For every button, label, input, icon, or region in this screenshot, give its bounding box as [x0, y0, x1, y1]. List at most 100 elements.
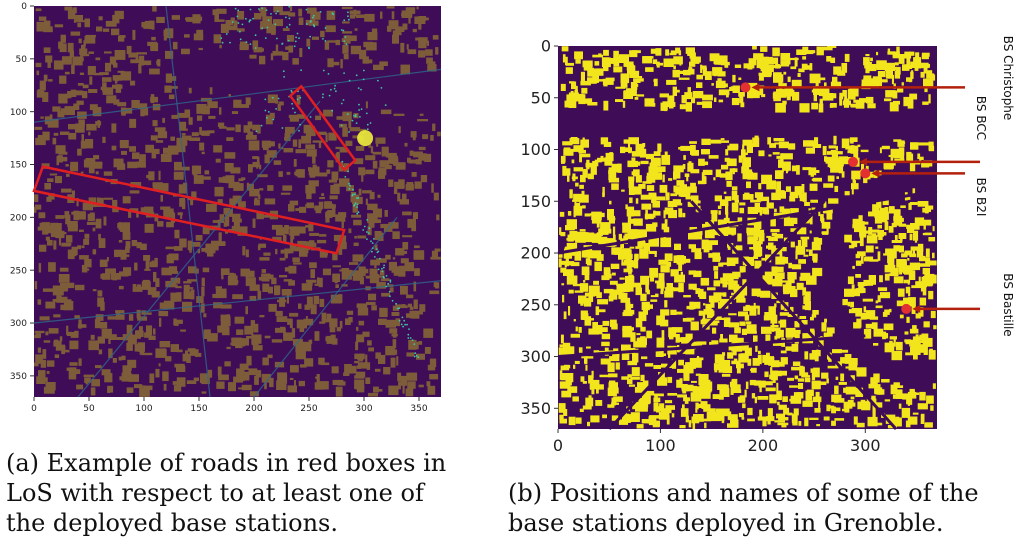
building-block [630, 412, 640, 422]
building-block [397, 192, 401, 202]
building-block [660, 237, 672, 248]
building-block [136, 210, 139, 218]
building-block [678, 50, 682, 56]
y-tick-label: 100 [10, 108, 27, 118]
building-block [739, 202, 746, 206]
lidar-point [357, 211, 360, 214]
building-block [722, 366, 733, 373]
map-b-plot-area [557, 46, 938, 431]
building-block [575, 198, 583, 202]
building-block [68, 369, 77, 380]
building-block [865, 65, 870, 74]
building-block [282, 185, 293, 191]
building-block [779, 191, 786, 199]
building-block [827, 175, 835, 182]
building-block [771, 357, 775, 363]
building-block [600, 155, 604, 160]
building-block [183, 281, 192, 284]
building-block [153, 328, 156, 335]
building-block [408, 15, 411, 24]
building-block [392, 305, 400, 311]
building-block [653, 151, 661, 157]
building-block [913, 57, 921, 65]
building-block [154, 127, 166, 132]
building-block [628, 187, 635, 195]
building-block [249, 188, 260, 197]
building-block [130, 59, 140, 64]
building-block [735, 245, 743, 251]
building-block [391, 25, 397, 30]
building-block [279, 297, 286, 307]
building-block [71, 211, 81, 215]
building-block [228, 382, 236, 392]
building-block [58, 151, 68, 155]
building-block [127, 334, 137, 345]
building-block [404, 262, 414, 272]
building-block [803, 372, 809, 377]
building-block [582, 381, 587, 384]
building-block [136, 52, 147, 55]
building-block [34, 204, 42, 210]
building-block [294, 171, 297, 176]
building-block [661, 408, 672, 414]
building-block [678, 77, 690, 80]
building-block [268, 303, 277, 312]
building-block [910, 346, 921, 355]
building-block [743, 306, 752, 312]
lidar-point [370, 240, 372, 243]
building-block [319, 321, 326, 324]
building-block [851, 308, 863, 313]
x-tick-label: 300 [850, 436, 881, 455]
building-block [796, 49, 807, 55]
building-block [264, 380, 267, 390]
building-block [211, 243, 219, 250]
building-block [609, 239, 617, 243]
building-block [240, 268, 250, 277]
building-block [121, 372, 132, 382]
building-block [581, 250, 593, 258]
building-block [618, 54, 629, 63]
building-block [926, 395, 934, 404]
building-block [758, 380, 766, 388]
building-block [305, 225, 311, 228]
building-block [604, 269, 611, 276]
building-block [176, 365, 186, 372]
building-block [665, 405, 675, 410]
building-block [201, 374, 210, 385]
building-block [235, 198, 238, 201]
building-block [385, 346, 396, 356]
building-block [192, 14, 201, 24]
building-block [677, 394, 687, 398]
building-block [345, 318, 351, 325]
building-block [671, 413, 675, 418]
building-block [422, 134, 429, 140]
building-block [236, 329, 244, 335]
building-block [363, 41, 373, 48]
building-block [624, 147, 632, 152]
building-block [243, 125, 251, 133]
building-block [756, 290, 762, 297]
building-block [740, 342, 749, 351]
building-block [892, 51, 900, 57]
building-block [644, 213, 654, 220]
building-block [792, 423, 798, 426]
building-block [233, 220, 240, 229]
building-block [893, 209, 901, 219]
lidar-point [285, 16, 287, 19]
building-block [88, 166, 95, 174]
building-block [587, 173, 594, 180]
building-block [417, 119, 429, 122]
building-block [110, 273, 121, 280]
building-block [432, 35, 439, 40]
building-block [378, 275, 385, 278]
building-block [332, 252, 338, 261]
building-block [578, 347, 583, 353]
map-b-x-axis: 0 100 200 300 [553, 429, 881, 455]
building-block [135, 53, 139, 60]
building-block [764, 271, 773, 281]
map-b-streets [557, 189, 938, 431]
building-block [261, 273, 271, 277]
building-block [333, 234, 344, 242]
building-block [305, 132, 316, 137]
building-block [689, 61, 696, 67]
